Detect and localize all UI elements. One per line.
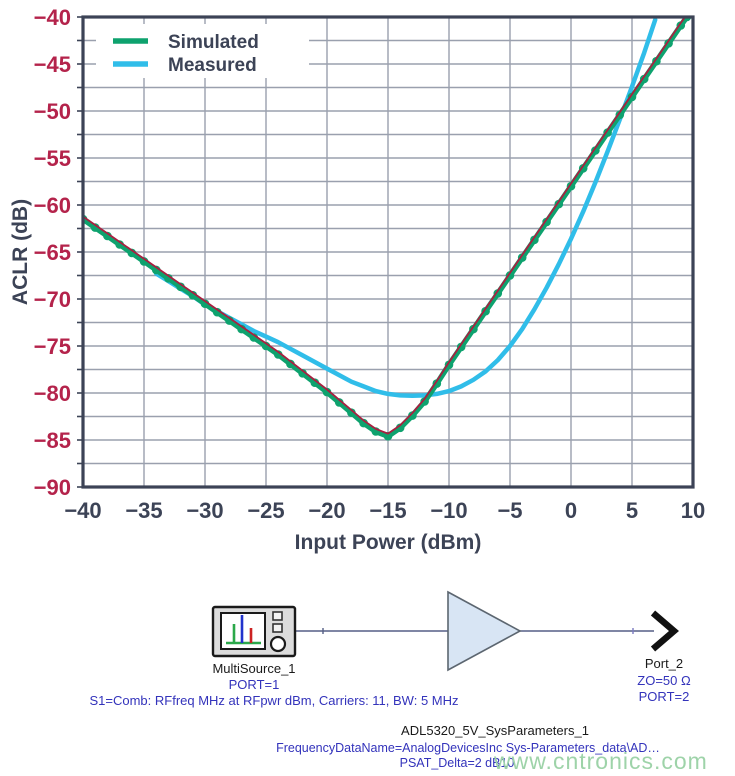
y-tick-label: −65 xyxy=(34,240,71,265)
source-params: S1=Comb: RFfreq MHz at RFpwr dBm, Carrie… xyxy=(89,693,458,708)
x-tick-label: −20 xyxy=(308,498,345,523)
y-tick-label: −75 xyxy=(34,334,71,359)
series-layer xyxy=(83,17,692,441)
y-tick-label: −55 xyxy=(34,146,71,171)
x-tick-label: 5 xyxy=(626,498,638,523)
amplifier-label: ADL5320_5V_SysParameters_1 xyxy=(401,723,589,738)
x-tick-label: −10 xyxy=(430,498,467,523)
y-tick-label: −50 xyxy=(34,99,71,124)
x-tick-label: 0 xyxy=(565,498,577,523)
amplifier-param-2: PSAT_Delta=2 dB10 xyxy=(400,756,515,770)
instrument-knob xyxy=(269,635,287,653)
amplifier-icon xyxy=(447,590,522,672)
y-tick-label: −80 xyxy=(34,381,71,406)
measured-curve xyxy=(153,17,658,399)
port-impedance: ZO=50 Ω xyxy=(637,673,691,688)
x-tick-label: −35 xyxy=(125,498,162,523)
amplifier-param-1: FrequencyDataName=AnalogDevicesInc Sys-P… xyxy=(276,741,660,755)
simulated-line-overlay xyxy=(83,17,687,435)
y-tick-label: −45 xyxy=(34,52,71,77)
x-tick-labels: −40 −35 −30 −25 −20 −15 −10 −5 0 5 10 xyxy=(64,498,705,523)
x-tick-label: −15 xyxy=(369,498,406,523)
source-label: MultiSource_1 xyxy=(212,661,295,676)
x-tick-label: 10 xyxy=(681,498,705,523)
y-tick-label: −60 xyxy=(34,193,71,218)
legend-box xyxy=(96,24,309,78)
source-port-label: PORT=1 xyxy=(229,677,280,692)
port-number: PORT=2 xyxy=(639,689,690,704)
legend-label: Measured xyxy=(168,55,257,76)
instrument-button-1 xyxy=(272,611,283,621)
instrument-button-2 xyxy=(272,623,283,633)
schematic: MultiSource_1 PORT=1 S1=Comb: RFfreq MHz… xyxy=(89,590,691,770)
port-label: Port_2 xyxy=(645,656,683,671)
x-tick-label: −40 xyxy=(64,498,101,523)
y-tick-label: −90 xyxy=(34,475,71,500)
y-tick-label: −40 xyxy=(34,5,71,30)
y-tick-labels: −40 −45 −50 −55 −60 −65 −70 −75 −80 −85 −90 xyxy=(34,5,71,500)
x-tick-label: −30 xyxy=(186,498,223,523)
plot-frame xyxy=(81,15,695,489)
x-tick-label: −25 xyxy=(247,498,284,523)
aclr-chart: −40−45−50−55−60−65−70−75−80−85−90−40 −35−… xyxy=(9,5,705,554)
y-tick-label: −85 xyxy=(34,428,71,453)
x-tick-label: −5 xyxy=(497,498,522,523)
port-arrow-icon xyxy=(650,610,679,652)
y-tick-label: −70 xyxy=(34,287,71,312)
legend-label: Simulated xyxy=(168,32,259,53)
multisource-icon xyxy=(211,605,297,658)
watermark: www.cntronics.com xyxy=(493,748,708,774)
y-axis-title: ACLR (dB) xyxy=(9,199,32,305)
x-axis-title: Input Power (dBm) xyxy=(295,531,482,554)
grid xyxy=(82,16,694,488)
simulated-curve xyxy=(83,17,690,439)
